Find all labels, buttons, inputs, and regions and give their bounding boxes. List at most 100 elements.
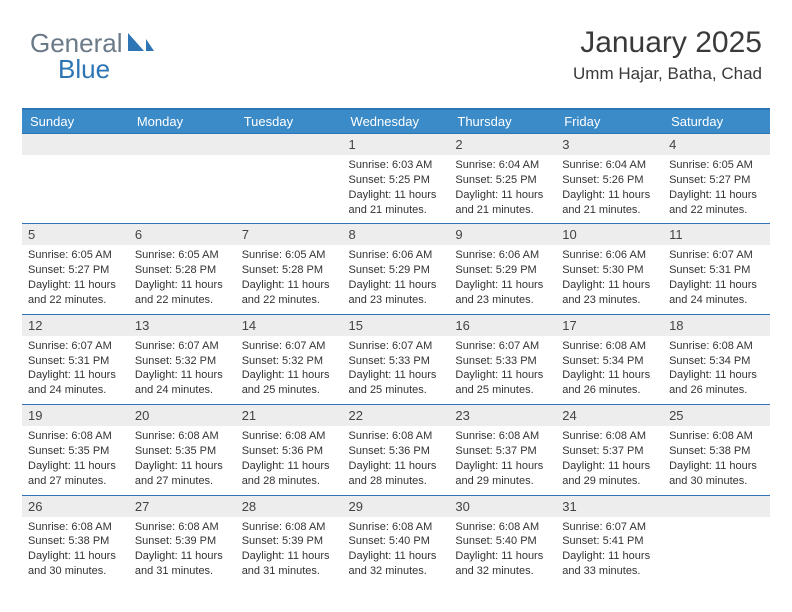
calendar-day-cell: 8Sunrise: 6:06 AMSunset: 5:29 PMDaylight…	[343, 224, 450, 314]
sunrise-line: Sunrise: 6:07 AM	[242, 339, 337, 354]
sunrise-line: Sunrise: 6:08 AM	[455, 520, 550, 535]
calendar-day-cell: 15Sunrise: 6:07 AMSunset: 5:33 PMDayligh…	[343, 314, 450, 404]
calendar-table: SundayMondayTuesdayWednesdayThursdayFrid…	[22, 108, 770, 585]
sunrise-line: Sunrise: 6:07 AM	[669, 248, 764, 263]
sunrise-line: Sunrise: 6:07 AM	[28, 339, 123, 354]
daylight-line: Daylight: 11 hours and 21 minutes.	[455, 188, 550, 218]
day-body: Sunrise: 6:08 AMSunset: 5:38 PMDaylight:…	[22, 517, 129, 585]
sunset-line: Sunset: 5:25 PM	[349, 173, 444, 188]
day-body: Sunrise: 6:08 AMSunset: 5:36 PMDaylight:…	[236, 426, 343, 494]
day-body: Sunrise: 6:05 AMSunset: 5:27 PMDaylight:…	[663, 155, 770, 223]
day-number: 25	[663, 405, 770, 426]
calendar-week-row: 5Sunrise: 6:05 AMSunset: 5:27 PMDaylight…	[22, 224, 770, 314]
day-body: Sunrise: 6:08 AMSunset: 5:39 PMDaylight:…	[236, 517, 343, 585]
calendar-day-cell: 26Sunrise: 6:08 AMSunset: 5:38 PMDayligh…	[22, 495, 129, 585]
day-body: Sunrise: 6:08 AMSunset: 5:35 PMDaylight:…	[129, 426, 236, 494]
sunrise-line: Sunrise: 6:06 AM	[349, 248, 444, 263]
daylight-line: Daylight: 11 hours and 23 minutes.	[562, 278, 657, 308]
daylight-line: Daylight: 11 hours and 33 minutes.	[562, 549, 657, 579]
sunrise-line: Sunrise: 6:08 AM	[28, 520, 123, 535]
day-body: Sunrise: 6:08 AMSunset: 5:37 PMDaylight:…	[556, 426, 663, 494]
calendar-day-cell: 5Sunrise: 6:05 AMSunset: 5:27 PMDaylight…	[22, 224, 129, 314]
day-body: Sunrise: 6:08 AMSunset: 5:38 PMDaylight:…	[663, 426, 770, 494]
day-number: 20	[129, 405, 236, 426]
calendar-day-cell: 11Sunrise: 6:07 AMSunset: 5:31 PMDayligh…	[663, 224, 770, 314]
day-body: Sunrise: 6:05 AMSunset: 5:27 PMDaylight:…	[22, 245, 129, 313]
day-body: Sunrise: 6:07 AMSunset: 5:41 PMDaylight:…	[556, 517, 663, 585]
day-number: 10	[556, 224, 663, 245]
daylight-line: Daylight: 11 hours and 23 minutes.	[455, 278, 550, 308]
day-body: Sunrise: 6:07 AMSunset: 5:33 PMDaylight:…	[343, 336, 450, 404]
sunrise-line: Sunrise: 6:08 AM	[562, 339, 657, 354]
daylight-line: Daylight: 11 hours and 31 minutes.	[135, 549, 230, 579]
daylight-line: Daylight: 11 hours and 30 minutes.	[669, 459, 764, 489]
day-body: Sunrise: 6:06 AMSunset: 5:29 PMDaylight:…	[449, 245, 556, 313]
sunrise-line: Sunrise: 6:05 AM	[135, 248, 230, 263]
empty-daynum	[663, 496, 770, 517]
day-body: Sunrise: 6:04 AMSunset: 5:26 PMDaylight:…	[556, 155, 663, 223]
sunrise-line: Sunrise: 6:05 AM	[242, 248, 337, 263]
sunrise-line: Sunrise: 6:06 AM	[455, 248, 550, 263]
day-number: 31	[556, 496, 663, 517]
day-body: Sunrise: 6:08 AMSunset: 5:40 PMDaylight:…	[343, 517, 450, 585]
sunset-line: Sunset: 5:37 PM	[455, 444, 550, 459]
sunrise-line: Sunrise: 6:08 AM	[455, 429, 550, 444]
header-right: January 2025 Umm Hajar, Batha, Chad	[573, 26, 762, 84]
calendar-day-cell: 28Sunrise: 6:08 AMSunset: 5:39 PMDayligh…	[236, 495, 343, 585]
day-number: 24	[556, 405, 663, 426]
day-number: 4	[663, 134, 770, 155]
daylight-line: Daylight: 11 hours and 24 minutes.	[669, 278, 764, 308]
sunset-line: Sunset: 5:39 PM	[242, 534, 337, 549]
day-number: 2	[449, 134, 556, 155]
sunrise-line: Sunrise: 6:08 AM	[349, 429, 444, 444]
sunset-line: Sunset: 5:28 PM	[242, 263, 337, 278]
daylight-line: Daylight: 11 hours and 22 minutes.	[669, 188, 764, 218]
calendar-day-cell: 17Sunrise: 6:08 AMSunset: 5:34 PMDayligh…	[556, 314, 663, 404]
day-body: Sunrise: 6:07 AMSunset: 5:31 PMDaylight:…	[663, 245, 770, 313]
sunset-line: Sunset: 5:41 PM	[562, 534, 657, 549]
day-header-row: SundayMondayTuesdayWednesdayThursdayFrid…	[22, 109, 770, 134]
sunrise-line: Sunrise: 6:06 AM	[562, 248, 657, 263]
day-header: Tuesday	[236, 109, 343, 134]
sunset-line: Sunset: 5:33 PM	[349, 354, 444, 369]
day-number: 16	[449, 315, 556, 336]
empty-daynum	[236, 134, 343, 155]
day-number: 26	[22, 496, 129, 517]
day-number: 17	[556, 315, 663, 336]
calendar-day-cell: 4Sunrise: 6:05 AMSunset: 5:27 PMDaylight…	[663, 134, 770, 224]
sunset-line: Sunset: 5:25 PM	[455, 173, 550, 188]
calendar-day-cell	[22, 134, 129, 224]
day-number: 8	[343, 224, 450, 245]
month-title: January 2025	[573, 26, 762, 60]
day-header: Friday	[556, 109, 663, 134]
day-number: 11	[663, 224, 770, 245]
day-body: Sunrise: 6:08 AMSunset: 5:40 PMDaylight:…	[449, 517, 556, 585]
sunrise-line: Sunrise: 6:08 AM	[669, 429, 764, 444]
empty-daynum	[22, 134, 129, 155]
day-body: Sunrise: 6:06 AMSunset: 5:29 PMDaylight:…	[343, 245, 450, 313]
empty-daynum	[129, 134, 236, 155]
day-number: 1	[343, 134, 450, 155]
calendar-week-row: 1Sunrise: 6:03 AMSunset: 5:25 PMDaylight…	[22, 134, 770, 224]
sunset-line: Sunset: 5:27 PM	[28, 263, 123, 278]
day-number: 15	[343, 315, 450, 336]
sunset-line: Sunset: 5:35 PM	[135, 444, 230, 459]
daylight-line: Daylight: 11 hours and 22 minutes.	[28, 278, 123, 308]
day-body: Sunrise: 6:07 AMSunset: 5:31 PMDaylight:…	[22, 336, 129, 404]
sunrise-line: Sunrise: 6:04 AM	[562, 158, 657, 173]
sunrise-line: Sunrise: 6:08 AM	[28, 429, 123, 444]
calendar-day-cell: 10Sunrise: 6:06 AMSunset: 5:30 PMDayligh…	[556, 224, 663, 314]
day-number: 14	[236, 315, 343, 336]
daylight-line: Daylight: 11 hours and 25 minutes.	[455, 368, 550, 398]
day-number: 12	[22, 315, 129, 336]
day-body: Sunrise: 6:07 AMSunset: 5:33 PMDaylight:…	[449, 336, 556, 404]
sunset-line: Sunset: 5:33 PM	[455, 354, 550, 369]
calendar-day-cell: 16Sunrise: 6:07 AMSunset: 5:33 PMDayligh…	[449, 314, 556, 404]
calendar-day-cell	[663, 495, 770, 585]
daylight-line: Daylight: 11 hours and 24 minutes.	[135, 368, 230, 398]
day-body: Sunrise: 6:08 AMSunset: 5:37 PMDaylight:…	[449, 426, 556, 494]
daylight-line: Daylight: 11 hours and 25 minutes.	[349, 368, 444, 398]
day-header: Saturday	[663, 109, 770, 134]
daylight-line: Daylight: 11 hours and 26 minutes.	[669, 368, 764, 398]
day-number: 27	[129, 496, 236, 517]
